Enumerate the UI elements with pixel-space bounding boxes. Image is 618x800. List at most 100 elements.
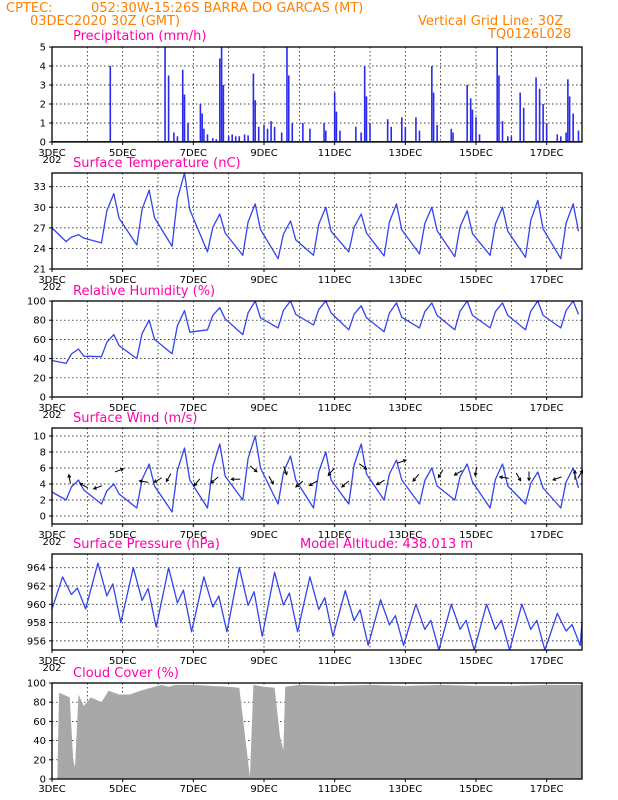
precip-bar [187,123,189,142]
x-date-label: 17DEC [530,403,564,414]
cloud-cover-area [52,684,582,779]
wind-vector-arrow [341,480,350,488]
precip-bar [469,98,472,142]
wind-vector-arrow [397,459,407,464]
wind-vector-head [230,477,235,482]
precip-bar [164,47,166,142]
x-date-label: 7DEC [180,784,207,795]
precip-bar [181,69,184,142]
wind-vector-arrow [68,474,71,484]
wind-vector-head [193,482,198,487]
y-tick-label: 4 [40,62,46,73]
precip-bar [231,134,233,142]
x-date-label: 9DEC [250,656,277,667]
precip-bar [560,136,562,142]
precip-bar [173,132,175,142]
x-date-label: 9DEC [250,784,277,795]
x-year-stub: 202 [42,410,61,421]
precip-bar [176,136,179,142]
wind-vector-arrow [454,470,463,476]
x-year-stub: 202 [42,663,61,674]
precip-bar [404,126,407,142]
precip-bar [291,123,294,142]
wind-vector-arrow [295,480,304,488]
wind-vector-arrow [515,472,522,481]
precip-bar [199,104,202,142]
precip-bar [572,113,574,142]
y-tick-label: 0 [40,393,46,404]
temperature-line [51,172,580,260]
x-date-label: 13DEC [388,530,422,541]
wind-vector-arrow [114,468,124,473]
wind-vector-head [363,465,368,470]
y-tick-label: 958 [27,618,46,629]
wind-vector-head [527,477,531,482]
precip-bar [219,58,221,142]
y-tick-label: 962 [27,582,46,593]
precip-bar [556,134,559,142]
precip-bar [401,117,403,142]
precip-bar [522,107,525,142]
x-date-label: 15DEC [459,656,493,667]
y-tick-label: 80 [33,698,46,709]
x-date-label: 17DEC [530,530,564,541]
wind-vector-arrow [93,485,103,490]
precip-bar [243,134,246,142]
x-date-label: 11DEC [318,656,352,667]
precip-bar [432,92,435,142]
wind-vector-head [120,467,125,472]
x-date-label: 15DEC [459,530,493,541]
precip-bar [577,130,580,142]
x-date-label: 5DEC [109,148,136,159]
header-start-time: 03DEC2020 30Z (GMT) [30,14,180,29]
precip-bar [369,123,371,142]
y-tick-label: 30 [33,203,46,214]
y-tick-label: 20 [33,373,46,384]
wind-vector-head [138,479,143,484]
precip-bar [206,134,209,142]
x-date-label: 13DEC [388,656,422,667]
precip-bar [538,88,541,142]
wind-vector-arrow [79,482,88,489]
header-run-id: TQ0126L028 [487,27,571,42]
chart-panels: Precipitation (mm/h) 0 1 2 3 4 5 3DEC 5DEC 7DEC 9D… [27,29,584,795]
header-grid-note: Vertical Grid Line: 30Z [418,14,563,29]
pressure-panel: Surface Pressure (hPa) Model Altitude: 43… [27,537,583,674]
wind-vector-arrow [165,473,172,482]
x-date-label: 15DEC [459,784,493,795]
precip-bar [247,135,249,142]
precip-bar [535,77,537,142]
x-date-label: 3DEC [38,530,65,541]
x-date-label: 5DEC [109,275,136,286]
wind-vector-head [67,473,72,478]
x-date-label: 7DEC [180,148,207,159]
precip-bar [254,100,256,142]
humidity-line [51,300,580,365]
y-tick-label: 40 [33,736,46,747]
wind-vector-arrow [412,473,420,482]
x-date-label: 13DEC [388,403,422,414]
x-date-label: 17DEC [530,275,564,286]
cloud-panel: Cloud Cover (%) 0 20 40 60 80 100 3DEC 5DEC 7DEC 9… [27,666,583,795]
precip-bar [355,126,357,142]
x-date-label: 3DEC [38,656,65,667]
pressure-title: Surface Pressure (hPa) [73,537,220,552]
wind-vector-head [78,482,84,487]
x-date-label: 3DEC [38,784,65,795]
wind-vector-arrow [376,479,385,486]
wind-vector-head [453,472,458,476]
wind-vector-head [498,475,504,480]
precip-bar [266,128,269,142]
precip-bar [418,130,421,142]
precip-bar [519,92,521,142]
x-date-label: 9DEC [250,530,277,541]
wind-vector-head [327,472,332,477]
precip-bar [335,111,338,142]
precip-bar [567,79,569,142]
wind-vector-head [92,486,97,490]
humidity-frame [51,300,583,398]
wind-vector-head [402,459,408,463]
x-date-label: 9DEC [250,275,277,286]
wind-vector-arrow [552,476,562,481]
wind-vector-arrow [210,476,219,484]
